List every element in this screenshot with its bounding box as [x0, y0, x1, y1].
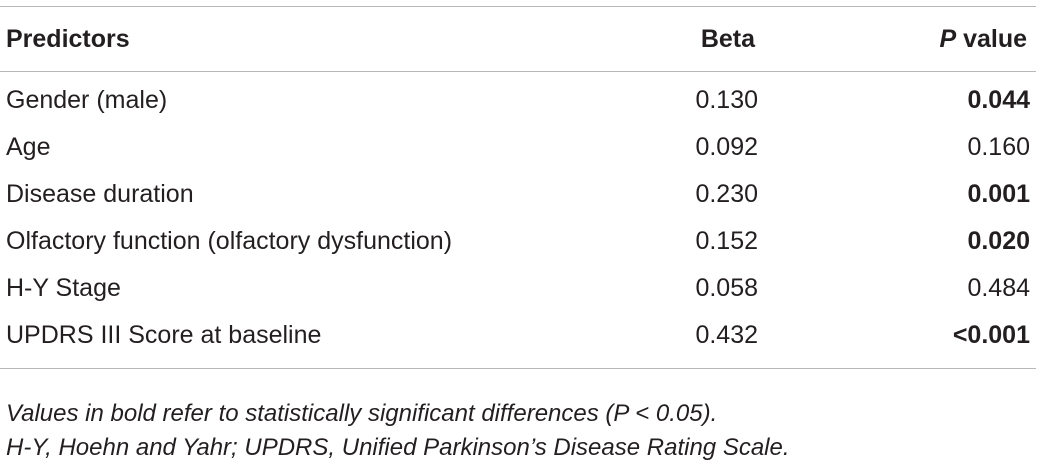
p-value-cell: 0.001 — [967, 179, 1030, 208]
p-value-cell: 0.160 — [967, 132, 1030, 161]
table-row: H-Y Stage 0.058 0.484 — [0, 264, 1036, 311]
footnote-significance: Values in bold refer to statistically si… — [6, 400, 718, 427]
header-p-italic: P — [939, 25, 957, 53]
footnote-abbreviations: H-Y, Hoehn and Yahr; UPDRS, Unified Park… — [6, 434, 790, 461]
predictor-cell: Gender (male) — [6, 85, 168, 114]
table-row: Age 0.092 0.160 — [0, 123, 1036, 170]
table-row: Disease duration 0.230 0.001 — [0, 170, 1036, 217]
predictor-cell: UPDRS III Score at baseline — [6, 320, 322, 349]
table-row: UPDRS III Score at baseline 0.432 <0.001 — [0, 311, 1036, 358]
p-value-cell: 0.044 — [967, 85, 1030, 114]
table-top-rule — [0, 6, 1036, 7]
beta-cell: 0.230 — [695, 179, 758, 208]
predictor-cell: Olfactory function (olfactory dysfunctio… — [6, 226, 453, 255]
regression-table: Predictors Beta P value Gender (male) 0.… — [0, 6, 1036, 369]
table-footnotes: Values in bold refer to statistically si… — [6, 397, 790, 465]
table-bottom-rule — [0, 368, 1036, 369]
p-value-cell: 0.020 — [967, 226, 1030, 255]
beta-cell: 0.152 — [695, 226, 758, 255]
table-header-rule — [0, 71, 1036, 72]
predictor-cell: Age — [6, 132, 51, 161]
predictor-cell: H-Y Stage — [6, 273, 121, 302]
table-body: Gender (male) 0.130 0.044 Age 0.092 0.16… — [0, 72, 1036, 368]
header-predictors: Predictors — [6, 25, 130, 53]
table-row: Olfactory function (olfactory dysfunctio… — [0, 217, 1036, 264]
header-p-rest: value — [956, 25, 1027, 53]
beta-cell: 0.058 — [695, 273, 758, 302]
predictor-cell: Disease duration — [6, 179, 194, 208]
p-value-cell: 0.484 — [967, 273, 1030, 302]
p-value-cell: <0.001 — [952, 320, 1030, 349]
beta-cell: 0.130 — [695, 85, 758, 114]
beta-cell: 0.092 — [695, 132, 758, 161]
beta-cell: 0.432 — [695, 320, 758, 349]
table-header-row: Predictors Beta P value — [0, 7, 1036, 71]
header-beta: Beta — [700, 25, 755, 53]
table-row: Gender (male) 0.130 0.044 — [0, 76, 1036, 123]
header-p-value: P value — [755, 24, 1033, 54]
